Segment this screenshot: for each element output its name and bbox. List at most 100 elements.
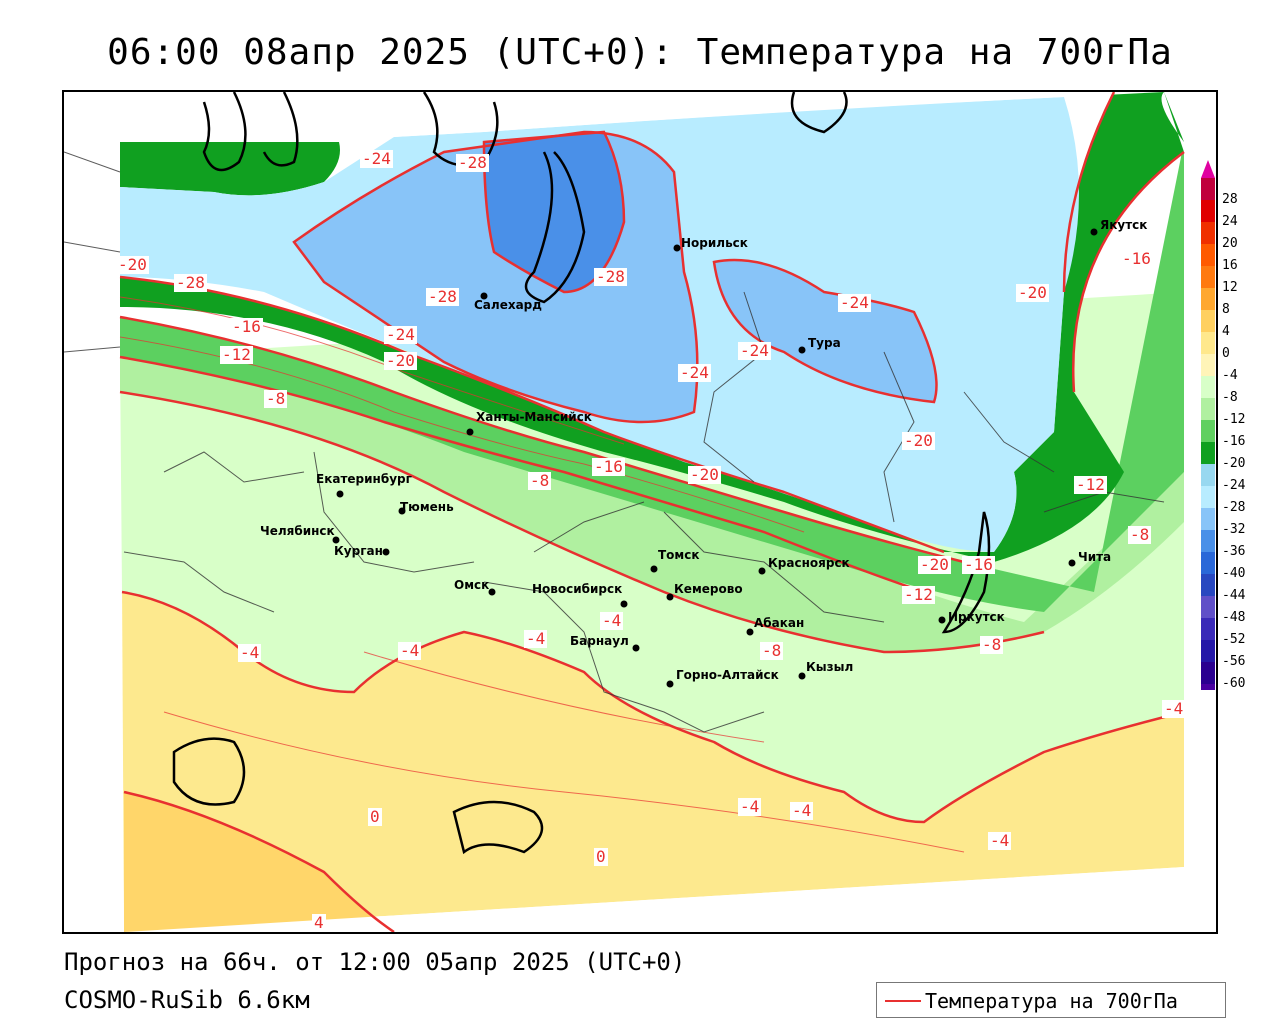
contour-label: -12 xyxy=(902,585,935,604)
legend-label: Температура на 700гПа xyxy=(925,989,1178,1013)
colorbar-swatch xyxy=(1201,640,1215,662)
colorbar-tick-label: -44 xyxy=(1222,588,1246,603)
contour-label: -4 xyxy=(238,643,262,662)
colorbar-tick-label: 20 xyxy=(1222,236,1238,251)
colorbar-tick-label: 0 xyxy=(1222,346,1230,361)
colorbar-tick-label: -8 xyxy=(1222,390,1238,405)
colorbar-swatch xyxy=(1201,266,1215,288)
colorbar-tick-label: -32 xyxy=(1222,522,1246,537)
contour-label: -24 xyxy=(838,293,871,312)
field-warm-4 xyxy=(124,792,394,932)
contour-label: 0 xyxy=(594,847,608,866)
city-label: Барнаул xyxy=(570,634,629,648)
colorbar-swatch xyxy=(1201,442,1215,464)
colorbar-swatch xyxy=(1201,420,1215,442)
colorbar-tick-label: -60 xyxy=(1222,676,1246,691)
city-label: Салехард xyxy=(474,298,542,312)
colorbar-tick-label: 4 xyxy=(1222,324,1230,339)
contour-label: -24 xyxy=(360,149,393,168)
colorbar-swatch xyxy=(1201,222,1215,244)
contour-label: -4 xyxy=(988,831,1012,850)
contour-label: -8 xyxy=(264,389,288,408)
contour-label: -8 xyxy=(528,471,552,490)
field-blue-24-tura xyxy=(714,260,937,402)
contour-label: -4 xyxy=(790,801,814,820)
contour-label: 4 xyxy=(312,913,326,932)
contour-label: -16 xyxy=(592,457,625,476)
contour-label: -12 xyxy=(1074,475,1107,494)
city-label: Горно-Алтайск xyxy=(676,668,779,682)
colorbar-tick-label: -16 xyxy=(1222,434,1246,449)
colorbar-tick-label: -40 xyxy=(1222,566,1246,581)
field-blue-28 xyxy=(484,132,624,292)
legend: Температура на 700гПа xyxy=(876,982,1226,1018)
colorbar-swatch xyxy=(1201,178,1215,200)
city-label: Кызыл xyxy=(806,660,854,674)
contour-label: -28 xyxy=(426,287,459,306)
contour-label: -24 xyxy=(678,363,711,382)
colorbar-swatch xyxy=(1201,530,1215,552)
contour-label: -12 xyxy=(220,345,253,364)
field-green-16 xyxy=(120,142,1184,612)
contour-label: -4 xyxy=(600,611,624,630)
model-name: COSMO-RuSib 6.6км xyxy=(64,986,310,1014)
colorbar-swatch xyxy=(1201,244,1215,266)
contour-label: -4 xyxy=(524,629,548,648)
colorbar-swatch xyxy=(1201,662,1215,684)
contour-label: -4 xyxy=(1162,699,1186,718)
contour-label: -16 xyxy=(1120,249,1153,268)
city-label: Омск xyxy=(454,578,490,592)
forecast-info: Прогноз на 66ч. от 12:00 05апр 2025 (UTC… xyxy=(64,948,686,976)
contour-label: 0 xyxy=(368,807,382,826)
city-dots xyxy=(332,228,1098,688)
colorbar-tick-label: 16 xyxy=(1222,258,1238,273)
colorbar-top-arrow xyxy=(1201,160,1215,178)
contour-label: -20 xyxy=(918,555,951,574)
colorbar-swatch xyxy=(1201,508,1215,530)
city-label: Челябинск xyxy=(260,524,335,538)
contour-label: -24 xyxy=(384,325,417,344)
colorbar-swatch xyxy=(1201,200,1215,222)
contour-label: -8 xyxy=(760,641,784,660)
contour-label: -4 xyxy=(398,641,422,660)
contour-label: -28 xyxy=(174,273,207,292)
colorbar-tick-label: -28 xyxy=(1222,500,1246,515)
colorbar-tick-label: -56 xyxy=(1222,654,1246,669)
city-label: Абакан xyxy=(754,616,805,630)
colorbar-tick-label: -52 xyxy=(1222,632,1246,647)
colorbar-swatch xyxy=(1201,376,1215,398)
contour-label: -20 xyxy=(1016,283,1049,302)
colorbar-swatch xyxy=(1201,332,1215,354)
city-label: Тюмень xyxy=(400,500,454,514)
contour-label: -20 xyxy=(384,351,417,370)
colorbar-tick-label: -24 xyxy=(1222,478,1246,493)
city-label: Иркутск xyxy=(948,610,1005,624)
colorbar-tick-label: -12 xyxy=(1222,412,1246,427)
contour-label: -20 xyxy=(688,465,721,484)
domain-mask-top xyxy=(120,92,1164,142)
colorbar-swatch xyxy=(1201,354,1215,376)
city-label: Курган xyxy=(334,544,383,558)
coastlines xyxy=(172,92,991,855)
city-label: Новосибирск xyxy=(532,582,623,596)
map-title: 06:00 08апр 2025 (UTC+0): Температура на… xyxy=(107,32,1173,73)
domain-mask-left xyxy=(64,92,124,932)
colorbar-tick-label: 28 xyxy=(1222,192,1238,207)
colorbar-swatch xyxy=(1201,398,1215,420)
colorbar-swatches xyxy=(1201,160,1215,690)
contour-label: -20 xyxy=(116,255,149,274)
city-label: Норильск xyxy=(681,236,748,250)
city-label: Чита xyxy=(1078,550,1112,564)
contour-label: -20 xyxy=(902,431,935,450)
colorbar-swatch xyxy=(1201,618,1215,640)
colorbar-swatch xyxy=(1201,288,1215,310)
isotherms xyxy=(119,92,1185,932)
forecast-map[interactable]: Якутск Норильск Салехард Тура Ханты-Мансийск… xyxy=(62,90,1218,934)
city-label: Кемерово xyxy=(674,582,743,596)
colorbar-swatch xyxy=(1201,552,1215,574)
city-label: Томск xyxy=(658,548,700,562)
colorbar-tick-label: -48 xyxy=(1222,610,1246,625)
colorbar-tick-label: 24 xyxy=(1222,214,1238,229)
colorbar-tick-label: 8 xyxy=(1222,302,1230,317)
thin-isotherms xyxy=(119,296,965,853)
